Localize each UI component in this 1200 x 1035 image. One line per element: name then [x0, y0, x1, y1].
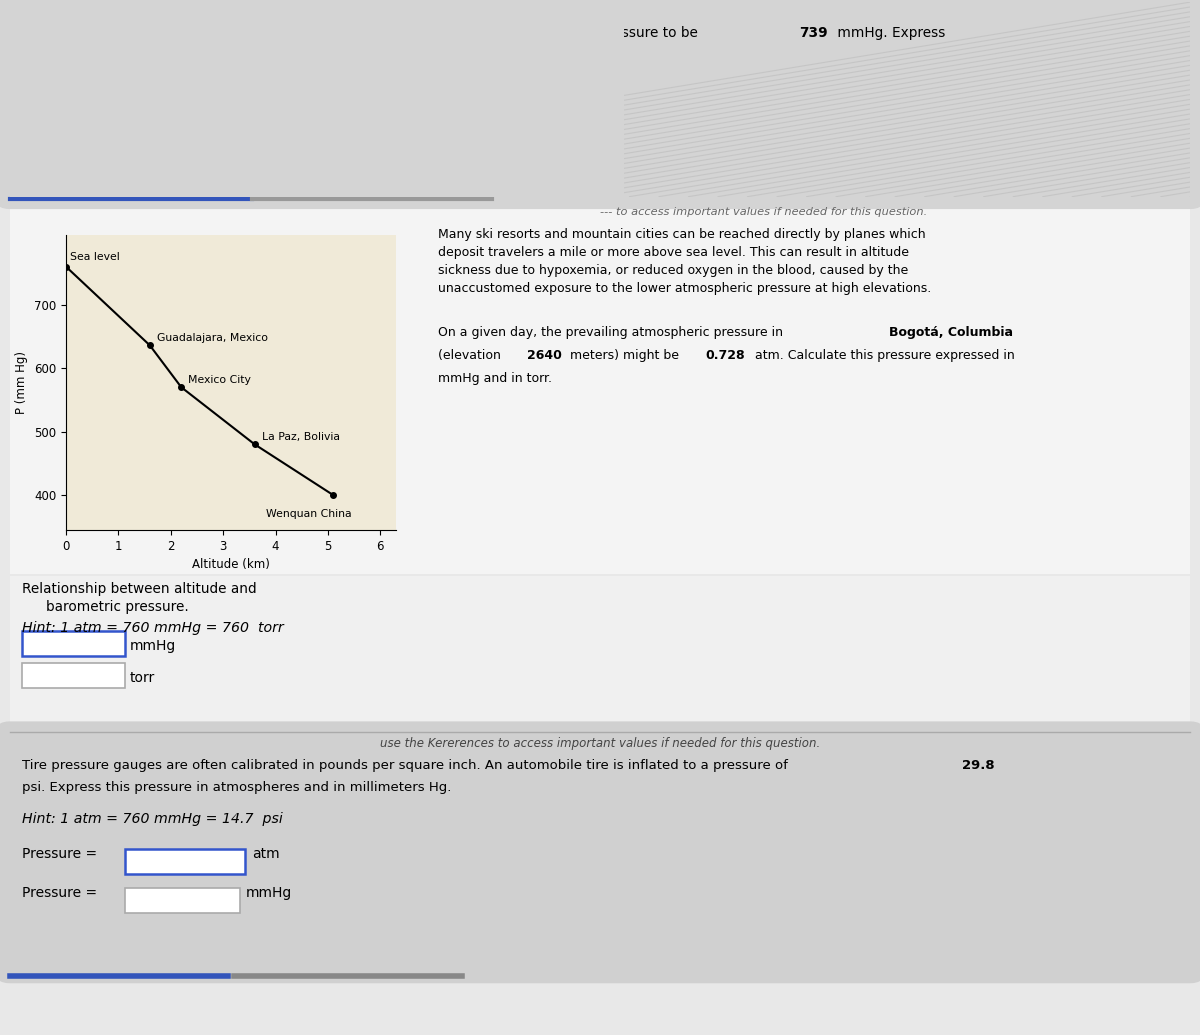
Text: Hint: 1 atm = 760 mmHg = 760  torr: Hint: 1 atm = 760 mmHg = 760 torr: [22, 621, 283, 635]
Y-axis label: P (mm Hg): P (mm Hg): [16, 351, 29, 414]
Text: Tire pressure gauges are often calibrated in pounds per square inch. An automobi: Tire pressure gauges are often calibrate…: [22, 759, 792, 772]
X-axis label: Altitude (km): Altitude (km): [192, 558, 270, 571]
Text: mmHg. Express: mmHg. Express: [833, 26, 946, 40]
Text: Bogotá, Columbia: Bogotá, Columbia: [889, 326, 1013, 339]
Text: atm: atm: [246, 156, 274, 171]
Text: barometric pressure.: barometric pressure.: [46, 600, 188, 615]
FancyBboxPatch shape: [0, 0, 1200, 209]
Text: On a given day, the prevailing atmospheric pressure in: On a given day, the prevailing atmospher…: [438, 326, 787, 339]
Text: 0.728: 0.728: [706, 349, 745, 362]
Text: this pressure in torr and in atmospheres.: this pressure in torr and in atmospheres…: [22, 45, 301, 59]
Text: --- to access important values if needed for this question.: --- to access important values if needed…: [600, 207, 928, 217]
FancyBboxPatch shape: [125, 888, 240, 913]
Text: torr: torr: [130, 671, 155, 685]
Text: Pressure =: Pressure =: [22, 886, 97, 900]
Text: La Paz, Bolivia: La Paz, Bolivia: [262, 433, 340, 442]
Text: mmHg: mmHg: [130, 639, 176, 653]
Bar: [10, 576, 1190, 732]
Text: Pressure =: Pressure =: [22, 847, 97, 861]
Text: Mexico City: Mexico City: [188, 375, 251, 385]
Text: 29.8: 29.8: [962, 759, 995, 772]
Text: Wenquan China: Wenquan China: [266, 509, 352, 520]
Bar: [10, 199, 1190, 574]
Text: use the Kererences to access important values if needed for this question.: use the Kererences to access important v…: [380, 737, 820, 750]
Text: Hint: 1 atm = 760 mmHg = 14.7  psi: Hint: 1 atm = 760 mmHg = 14.7 psi: [22, 812, 282, 827]
FancyBboxPatch shape: [0, 721, 1200, 983]
Text: A student reads a barometer in the laboratory and finds the prevailing atmospher: A student reads a barometer in the labor…: [22, 26, 702, 40]
Bar: [624, 2, 1190, 197]
Text: Pressure =: Pressure =: [22, 156, 97, 171]
FancyBboxPatch shape: [22, 663, 125, 688]
Text: atm: atm: [252, 847, 280, 861]
FancyBboxPatch shape: [125, 158, 240, 183]
Text: mmHg and in torr.: mmHg and in torr.: [438, 372, 552, 385]
Text: atm. Calculate this pressure expressed in: atm. Calculate this pressure expressed i…: [751, 349, 1015, 362]
FancyBboxPatch shape: [125, 119, 263, 144]
Text: Many ski resorts and mountain cities can be reached directly by planes which
dep: Many ski resorts and mountain cities can…: [438, 228, 931, 295]
Text: torr: torr: [269, 117, 294, 131]
Text: psi. Express this pressure in atmospheres and in millimeters Hg.: psi. Express this pressure in atmosphere…: [22, 781, 451, 795]
Text: 739: 739: [799, 26, 828, 40]
Text: meters) might be: meters) might be: [566, 349, 684, 362]
FancyBboxPatch shape: [22, 631, 125, 656]
Text: Pressure =: Pressure =: [22, 117, 97, 131]
Text: mmHg: mmHg: [246, 886, 293, 900]
FancyBboxPatch shape: [125, 849, 245, 874]
Text: Hint: 1 atm = 760 mmHg = 760  torr: Hint: 1 atm = 760 mmHg = 760 torr: [22, 76, 283, 90]
Text: (elevation: (elevation: [438, 349, 505, 362]
Text: Sea level: Sea level: [70, 252, 120, 262]
Text: Relationship between altitude and: Relationship between altitude and: [22, 582, 257, 596]
Text: Guadalajara, Mexico: Guadalajara, Mexico: [157, 333, 268, 344]
Text: 2640: 2640: [527, 349, 562, 362]
Bar: [10, 2, 624, 197]
